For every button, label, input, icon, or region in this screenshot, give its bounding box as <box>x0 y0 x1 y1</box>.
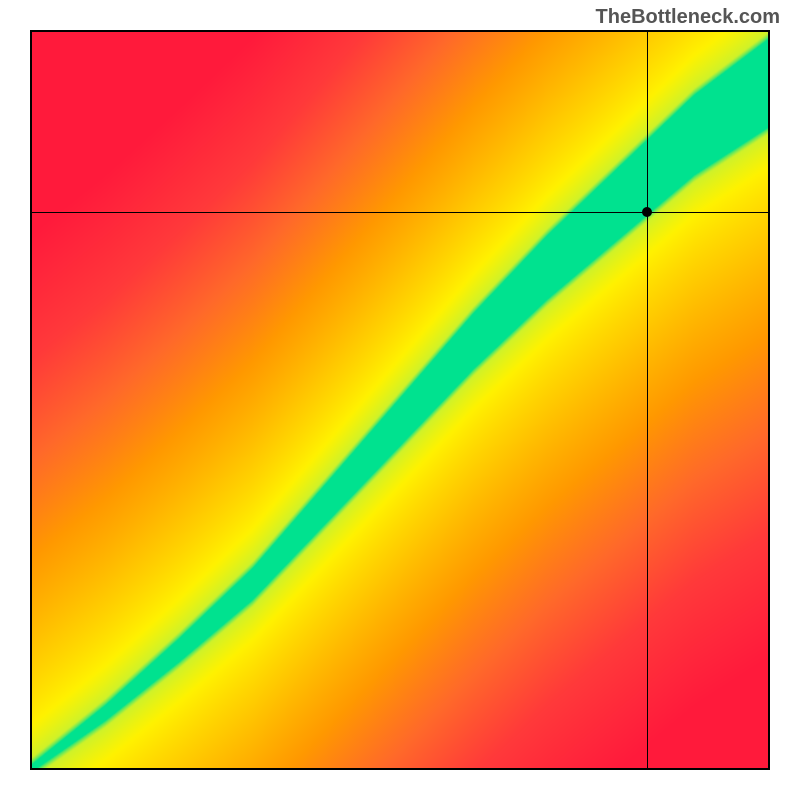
attribution-text: TheBottleneck.com <box>596 6 780 29</box>
heatmap-canvas <box>32 32 768 768</box>
crosshair-vertical <box>647 32 648 768</box>
chart-container: TheBottleneck.com <box>0 0 800 800</box>
crosshair-horizontal <box>32 212 768 213</box>
heatmap-frame <box>30 30 770 770</box>
crosshair-marker <box>642 207 652 217</box>
